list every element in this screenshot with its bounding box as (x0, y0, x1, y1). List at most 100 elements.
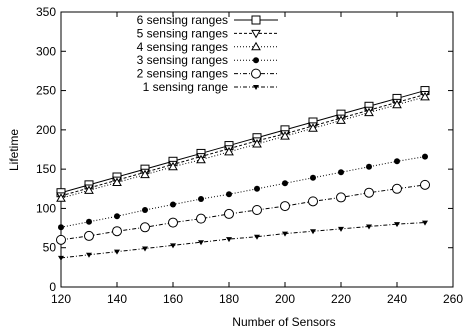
y-tick-label: 0 (49, 280, 56, 294)
data-point (394, 158, 400, 165)
data-point (56, 193, 66, 202)
legend-entry: 4 sensing ranges (137, 40, 278, 54)
series-line (60, 222, 426, 259)
data-point (308, 123, 318, 132)
x-tick-label: 180 (219, 292, 239, 306)
legend-entry: 3 sensing ranges (137, 53, 278, 67)
legend-label: 4 sensing ranges (137, 40, 228, 54)
legend-marker (253, 85, 259, 90)
data-point (196, 154, 206, 164)
data-point (196, 213, 206, 224)
data-point (112, 226, 122, 237)
data-point (364, 187, 374, 198)
data-point (86, 218, 92, 225)
legend-entry: 2 sensing ranges (137, 67, 278, 81)
data-point (140, 222, 150, 233)
x-tick-label: 120 (51, 292, 71, 306)
y-tick-label: 200 (36, 123, 56, 137)
x-tick-label: 140 (107, 292, 127, 306)
legend-marker (251, 68, 261, 79)
data-point (392, 183, 402, 194)
data-point (56, 234, 66, 245)
data-point (170, 201, 176, 208)
data-point (58, 255, 64, 261)
y-tick-label: 50 (43, 241, 57, 255)
data-point (114, 213, 120, 220)
data-point (336, 192, 346, 203)
legend-marker (251, 41, 261, 51)
data-point (280, 131, 290, 140)
legend-label: 5 sensing ranges (137, 26, 228, 40)
legend-label: 2 sensing ranges (137, 67, 228, 81)
data-point (168, 161, 178, 171)
y-tick-label: 150 (36, 162, 56, 176)
legend-marker (253, 57, 259, 64)
data-point (420, 91, 430, 101)
y-tick-label: 350 (36, 5, 56, 19)
data-point (84, 230, 94, 241)
data-point (226, 191, 232, 198)
data-point (142, 246, 148, 252)
y-tick-label: 100 (36, 201, 56, 215)
plot-area: 120 140 160 180 200 220 240 260 0 50 100 150 200 250 3… (36, 5, 463, 306)
legend-label: 1 sensing range (143, 80, 229, 94)
x-tick-label: 240 (387, 292, 407, 306)
data-point (394, 222, 400, 228)
data-point (392, 99, 402, 109)
data-point (310, 174, 316, 181)
data-point (364, 107, 374, 117)
y-axis-title: Lifetime (7, 129, 21, 171)
data-point (254, 185, 260, 192)
x-tick-label: 220 (331, 292, 351, 306)
data-point (170, 243, 176, 249)
legend-label: 3 sensing ranges (137, 53, 228, 67)
y-tick-label: 300 (36, 44, 56, 58)
data-point (114, 249, 120, 255)
data-point (366, 224, 372, 230)
x-tick-label: 160 (163, 292, 183, 306)
data-point (282, 180, 288, 187)
data-point (366, 163, 372, 170)
data-point (308, 196, 318, 207)
data-point (252, 205, 262, 215)
data-point (168, 217, 178, 228)
legend-marker (251, 29, 261, 39)
data-point (420, 179, 430, 190)
data-point (338, 226, 344, 232)
data-point (422, 153, 428, 160)
data-point (282, 231, 288, 237)
data-point (252, 138, 262, 148)
legend-entry: 1 sensing range (143, 80, 278, 94)
plot-frame (60, 11, 454, 288)
data-point (254, 234, 260, 240)
legend-entry: 6 sensing ranges (137, 13, 278, 27)
data-point (86, 252, 92, 258)
data-point (198, 240, 204, 246)
data-point (140, 169, 150, 179)
y-tick-label: 250 (36, 84, 56, 98)
legend-entry: 5 sensing ranges (137, 26, 278, 40)
data-point (226, 237, 232, 243)
series-4 (58, 153, 428, 231)
data-point (338, 169, 344, 176)
series-3 (56, 91, 430, 202)
legend-marker (251, 15, 261, 25)
x-axis-title: Number of Sensors (232, 315, 335, 329)
series-line (60, 90, 426, 194)
series-line (60, 156, 426, 228)
series-line (60, 96, 426, 199)
data-point (198, 196, 204, 202)
series-5 (56, 179, 430, 245)
data-point (58, 224, 64, 231)
series-6 (58, 220, 428, 261)
data-point (112, 177, 122, 186)
data-point (224, 208, 234, 219)
data-point (84, 185, 94, 194)
data-point (142, 207, 148, 213)
data-point (336, 115, 346, 124)
x-tick-label: 260 (443, 292, 463, 306)
data-point (310, 229, 316, 235)
